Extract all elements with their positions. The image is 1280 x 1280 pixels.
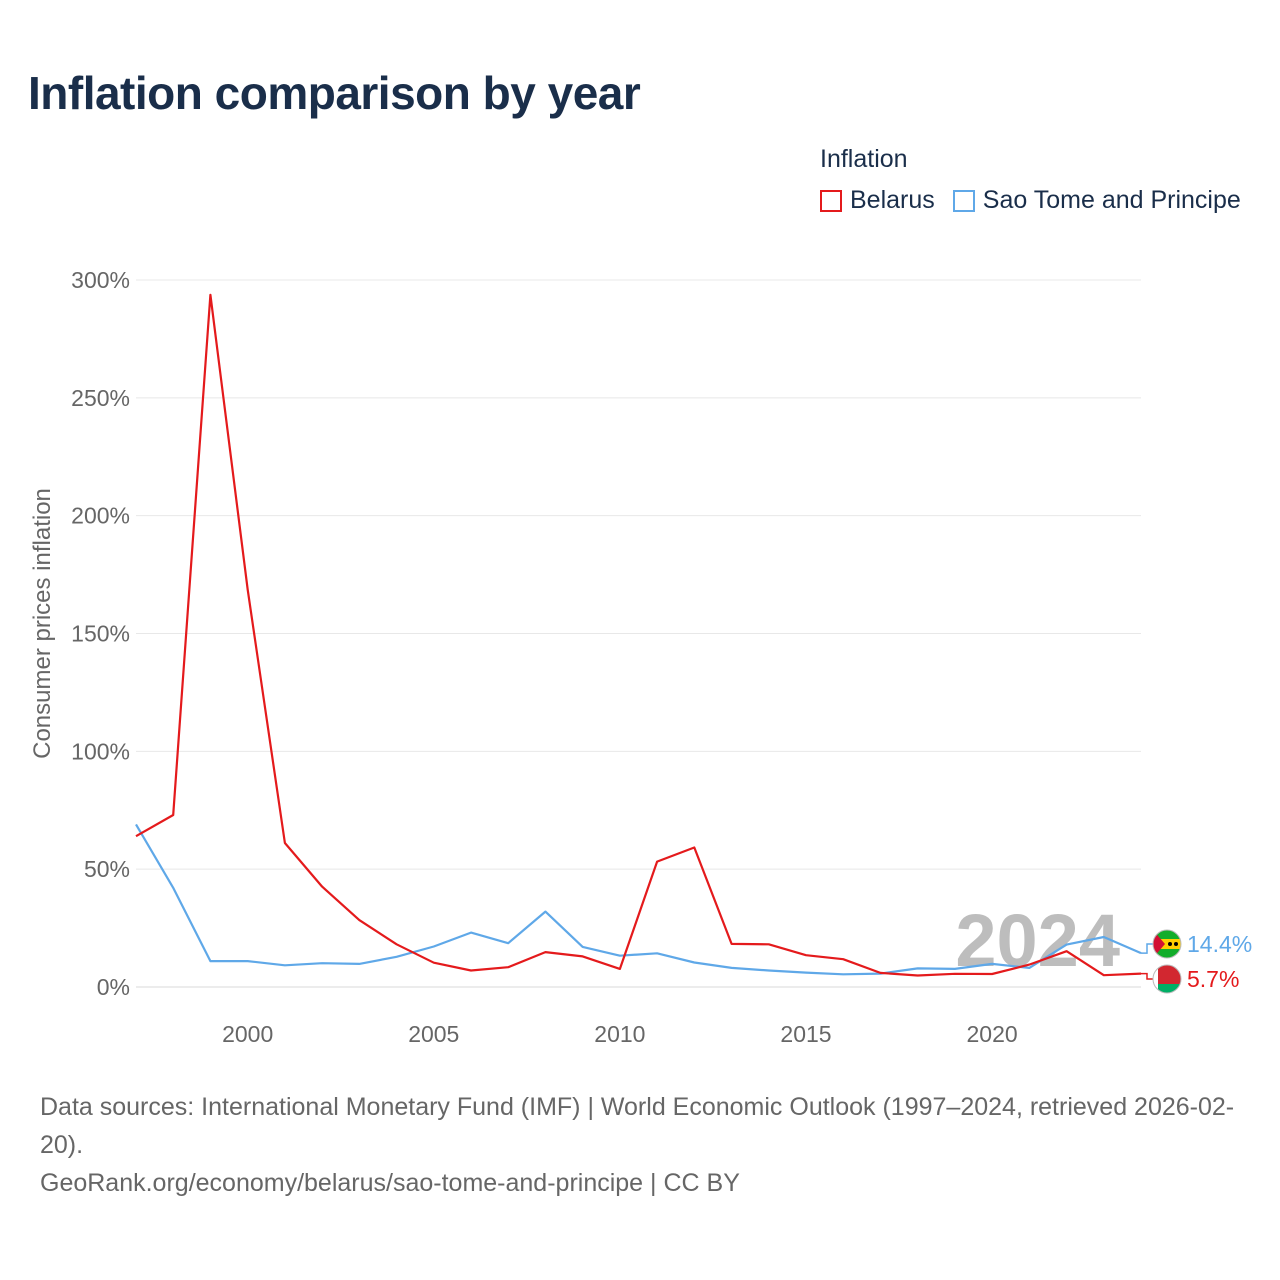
x-tick-label: 2005: [408, 1021, 459, 1047]
flag-stripe: [1153, 930, 1181, 939]
y-tick-label: 300%: [71, 267, 130, 293]
line-chart: 0% 50% 100% 150% 200% 250% 300% 2000 2005 2010 201…: [29, 267, 1252, 1047]
end-connector: [1141, 972, 1153, 980]
legend: Belarus Sao Tome and Principe: [820, 186, 1259, 215]
sao-tome-flag-icon: [1152, 929, 1182, 959]
legend-label-sao-tome: Sao Tome and Principe: [982, 186, 1241, 214]
y-tick-label: 150%: [71, 621, 130, 647]
y-tick-label: 50%: [84, 856, 130, 882]
y-tick-label: 0%: [97, 974, 130, 1000]
x-tick-label: 2015: [780, 1021, 831, 1047]
x-tick-label: 2000: [222, 1021, 273, 1047]
belarus-flag-icon: [1152, 964, 1182, 994]
legend-item-belarus[interactable]: Belarus: [820, 186, 935, 215]
legend-swatch-belarus: [820, 189, 842, 212]
flag-stripe: [1153, 949, 1181, 958]
series-line-belarus: [135, 293, 1142, 977]
flag-stripe: [1153, 965, 1181, 984]
end-connector: [1141, 943, 1153, 954]
footer: Data sources: International Monetary Fun…: [40, 1088, 1250, 1202]
flag-border: [1152, 929, 1182, 959]
legend-title: Inflation: [820, 145, 908, 173]
flag-hoist: [1153, 965, 1158, 993]
end-value-label: 5.7%: [1187, 966, 1239, 992]
chart-title: Inflation comparison by year: [28, 67, 641, 119]
flag-star: [1168, 942, 1172, 946]
legend-label-belarus: Belarus: [850, 186, 935, 214]
legend-item-sao-tome[interactable]: Sao Tome and Principe: [952, 186, 1241, 215]
y-tick-label: 100%: [71, 738, 130, 764]
flag-border: [1152, 964, 1182, 994]
flag-stripe: [1153, 939, 1181, 949]
y-axis-label: Consumer prices inflation: [29, 488, 56, 759]
x-tick-label: 2010: [594, 1021, 645, 1047]
flag-star: [1174, 942, 1178, 946]
series-line-sao-tome: [135, 823, 1142, 976]
end-value-label: 14.4%: [1187, 931, 1252, 957]
y-tick-label: 250%: [71, 385, 130, 411]
source-url: GeoRank.org/economy/belarus/sao-tome-and…: [40, 1169, 740, 1197]
legend-swatch-sao-tome: [952, 189, 975, 212]
x-tick-label: 2020: [967, 1021, 1018, 1047]
data-source-note: Data sources: International Monetary Fun…: [40, 1093, 1235, 1159]
flag-stripe: [1153, 984, 1181, 993]
y-tick-label: 200%: [71, 503, 130, 529]
flag-triangle: [1153, 930, 1165, 958]
